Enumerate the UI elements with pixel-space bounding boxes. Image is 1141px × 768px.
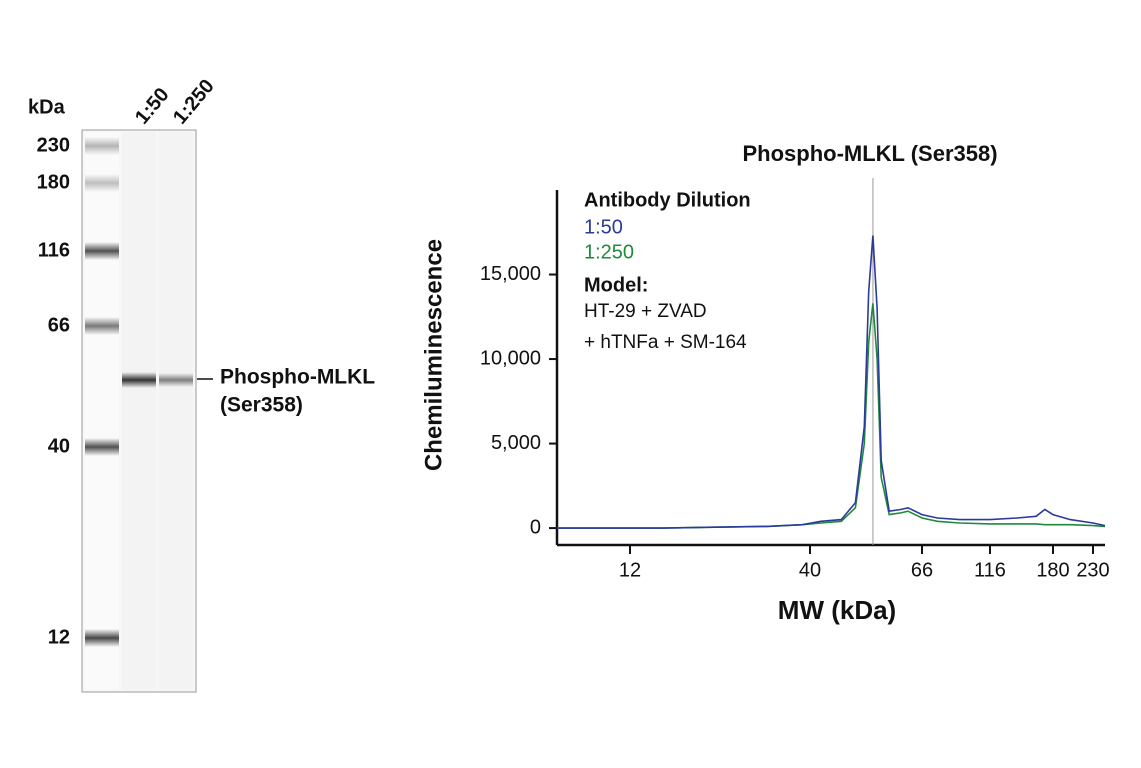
ladder-band [85, 242, 119, 260]
x-tick-label: 180 [1036, 559, 1069, 581]
ladder-band [85, 629, 119, 647]
y-tick-label: 15,000 [480, 263, 541, 285]
y-axis-label: Chemiluminescence [420, 239, 447, 471]
x-tick-label: 116 [974, 559, 1006, 581]
legend-title: Antibody Dilution [584, 189, 751, 211]
marker-label: 66 [48, 314, 70, 336]
lane [122, 132, 156, 690]
y-tick-label: 10,000 [480, 347, 541, 369]
marker-label: 230 [37, 134, 70, 156]
band-label: Phospho-MLKL [220, 366, 375, 389]
band [122, 372, 156, 388]
lane [159, 132, 193, 690]
y-tick-label: 0 [530, 516, 541, 538]
marker-label: 116 [38, 239, 70, 261]
band [159, 373, 193, 387]
y-tick-label: 5,000 [491, 432, 541, 454]
lane-label: 1:250 [169, 75, 219, 128]
band-label: (Ser358) [220, 394, 303, 417]
ladder-band [85, 137, 119, 155]
annotation: HT-29 + ZVAD [584, 301, 707, 322]
legend-entry: 1:50 [584, 216, 623, 238]
x-tick-label: 66 [911, 559, 933, 581]
x-axis-label: MW (kDa) [778, 595, 896, 625]
ladder-band [85, 317, 119, 335]
series-line [557, 235, 1106, 529]
x-tick-label: 40 [799, 559, 821, 581]
ladder-lane [85, 132, 119, 690]
marker-label: 180 [37, 171, 70, 193]
ladder-band [85, 438, 119, 456]
marker-label: 40 [48, 435, 70, 457]
legend-entry: 1:250 [584, 241, 634, 263]
ladder-band [85, 174, 119, 192]
annotation-title: Model: [584, 274, 648, 296]
annotation: + hTNFa + SM-164 [584, 332, 747, 353]
chart-title: Phospho-MLKL (Ser358) [742, 141, 997, 166]
x-tick-label: 230 [1076, 559, 1109, 581]
unit-label: kDa [28, 96, 66, 118]
lane-label: 1:50 [131, 84, 174, 129]
marker-label: 12 [48, 626, 70, 648]
x-tick-label: 12 [619, 559, 641, 581]
